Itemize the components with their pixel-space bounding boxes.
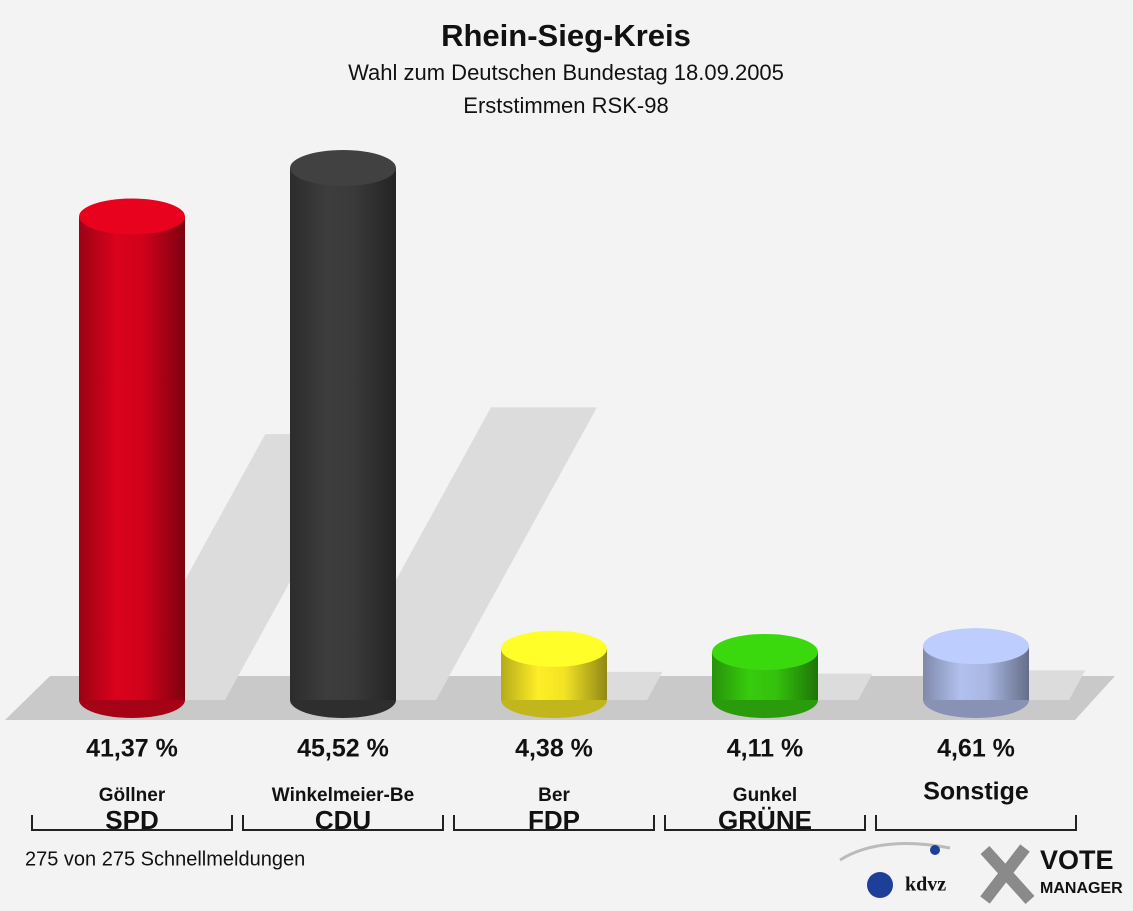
bar-shadow <box>330 407 597 700</box>
category-label: Göllner <box>99 785 166 806</box>
bar <box>290 168 396 700</box>
logo-cross <box>980 844 1035 905</box>
category-label: Sonstige <box>923 778 1029 806</box>
bar-top <box>712 633 818 670</box>
bar <box>79 216 185 700</box>
logo: kdvz VOTE MANAGER <box>839 842 1123 905</box>
logo-text: VOTE <box>1040 845 1114 875</box>
value-label: 41,37 % <box>86 735 178 763</box>
category-label: Gunkel <box>733 785 797 806</box>
bracket <box>31 815 233 831</box>
logo-text: MANAGER <box>1040 880 1123 897</box>
bracket <box>242 815 444 831</box>
footer: 275 von 275 Schnellmeldungen <box>25 848 305 870</box>
value-label: 45,52 % <box>297 735 389 763</box>
category-label: Winkelmeier-Be <box>272 785 414 806</box>
value-label: 4,11 % <box>727 735 803 763</box>
bracket <box>875 815 1077 831</box>
bar-top <box>79 198 185 235</box>
chart-subtitle: Wahl zum Deutschen Bundestag 18.09.2005 <box>348 60 784 85</box>
logo-text: kdvz <box>905 874 946 896</box>
bar-top <box>290 150 396 186</box>
value-label: 4,61 % <box>937 735 1015 763</box>
chart-title: Rhein-Sieg-Kreis <box>441 18 691 53</box>
bracket <box>664 815 866 831</box>
logo-ball <box>867 872 893 898</box>
logo-ball <box>930 845 940 855</box>
bar-top <box>923 628 1029 665</box>
category-label: Ber <box>538 785 570 806</box>
bar-top <box>501 630 607 667</box>
bracket <box>453 815 655 831</box>
value-label: 4,38 % <box>515 735 593 763</box>
chart-subtitle: Erststimmen RSK-98 <box>463 93 668 118</box>
